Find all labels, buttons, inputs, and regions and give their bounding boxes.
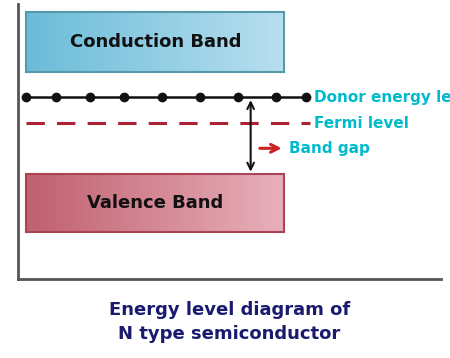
Text: Donor energy level: Donor energy level	[314, 90, 450, 105]
Text: Band gap: Band gap	[289, 141, 369, 156]
Text: Valence Band: Valence Band	[87, 194, 224, 212]
Text: Energy level diagram of
N type semiconductor: Energy level diagram of N type semicondu…	[109, 301, 350, 343]
Bar	[27, 12, 284, 72]
Bar	[27, 174, 284, 232]
Text: Conduction Band: Conduction Band	[70, 33, 241, 51]
Text: Fermi level: Fermi level	[314, 116, 409, 131]
